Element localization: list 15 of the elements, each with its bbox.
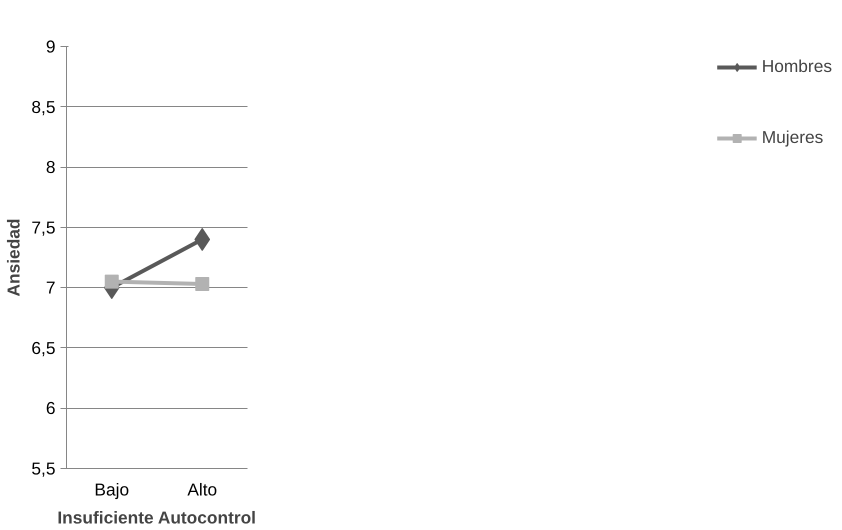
y-tick-label: 8,5	[31, 96, 56, 117]
y-tick-label: 6	[46, 398, 56, 418]
y-tick-label: 7,5	[31, 217, 56, 238]
y-tick-label: 6,5	[31, 338, 56, 358]
point	[195, 277, 210, 292]
y-tick-label: 8	[46, 157, 56, 178]
x-tick-label: Bajo	[94, 480, 130, 500]
x-tick-label: Alto	[187, 480, 218, 500]
x-axis-title: Insuficiente Autocontrol	[57, 508, 256, 528]
legend-label: Hombres	[762, 56, 832, 77]
y-tick-label: 7	[46, 278, 56, 298]
y-tick-label: 5,5	[31, 458, 56, 478]
y-axis-title: Ansiedad	[3, 218, 24, 296]
legend-label: Mujeres	[762, 127, 824, 148]
y-tick-label: 9	[46, 36, 56, 56]
